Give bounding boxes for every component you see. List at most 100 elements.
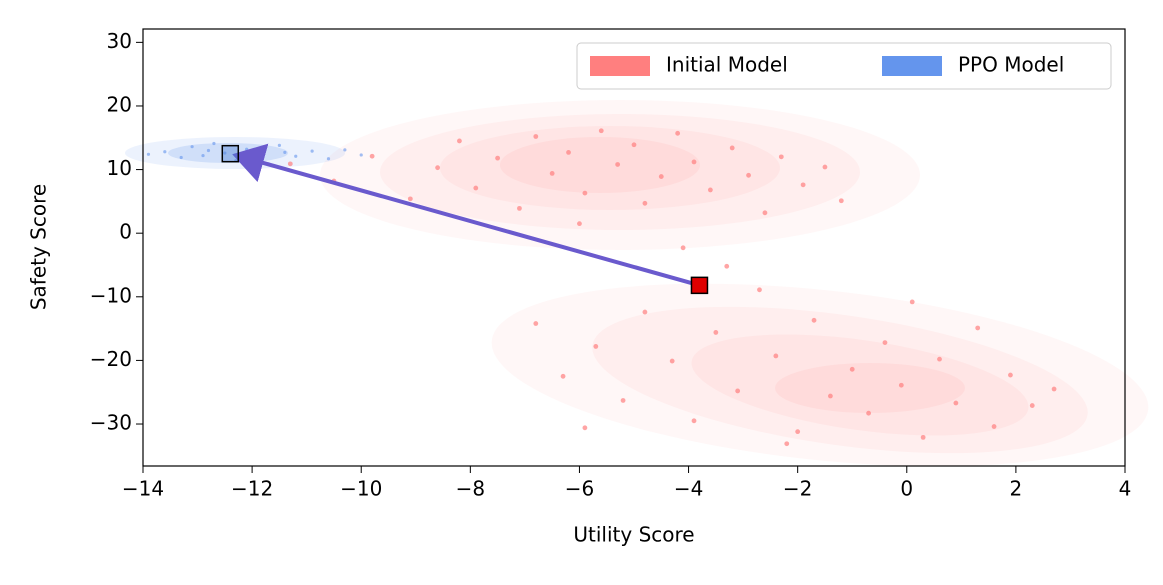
scatter-point: [691, 418, 697, 424]
x-tick-label: −8: [456, 477, 485, 501]
mean-marker: [690, 276, 709, 295]
scatter-point: [784, 441, 790, 447]
y-tick-label: −10: [90, 283, 132, 307]
mean-marker: [221, 144, 240, 163]
scatter-point: [1051, 386, 1057, 392]
density-decor: [125, 100, 1149, 467]
scatter-point: [473, 185, 479, 191]
scatter-point: [533, 134, 539, 139]
y-tick-label: 30: [107, 29, 132, 53]
scatter-point: [245, 147, 249, 151]
y-axis-label: Safety Score: [27, 184, 51, 310]
scatter-point: [1008, 372, 1013, 378]
scatter-point: [849, 366, 855, 372]
scatter-point: [369, 153, 375, 159]
scatter-point: [310, 149, 314, 153]
scatter-point: [560, 373, 566, 379]
scatter-point: [283, 150, 287, 155]
scatter-point: [746, 172, 751, 178]
x-tick-label: −4: [674, 477, 703, 501]
scatter-point: [223, 151, 227, 155]
scatter-point: [658, 174, 664, 179]
scatter-point: [729, 145, 735, 151]
scatter-point: [909, 299, 915, 305]
x-axis-label: Utility Score: [573, 523, 694, 547]
scatter-point: [206, 148, 211, 153]
x-tick-label: −14: [122, 477, 164, 501]
scatter-point: [326, 157, 331, 161]
scatter-point: [294, 154, 298, 158]
scatter-point: [707, 187, 713, 193]
plot-area: [146, 128, 1057, 447]
scatter-point: [735, 388, 741, 394]
scatter-point: [991, 424, 997, 429]
scatter-point: [593, 344, 599, 349]
scatter-point: [577, 221, 582, 227]
scatter-point: [239, 155, 243, 159]
scatter-point: [669, 358, 675, 364]
x-tick-label: −10: [340, 477, 382, 501]
x-tick-label: −6: [565, 477, 594, 501]
scatter-point: [615, 162, 621, 167]
y-tick-label: −20: [90, 347, 132, 371]
scatter-point: [620, 398, 626, 403]
scatter-point: [582, 425, 588, 431]
y-tick-label: 0: [119, 220, 132, 244]
legend: Initial Model PPO Model: [576, 42, 1112, 90]
scatter-point: [598, 128, 604, 134]
scatter-point: [675, 130, 681, 136]
x-tick-label: −2: [783, 477, 812, 501]
scatter-point: [680, 245, 686, 251]
scatter-point: [953, 400, 959, 406]
scatter-point: [975, 325, 981, 331]
y-tick-label: 10: [107, 156, 132, 180]
scatter-point: [343, 148, 347, 152]
scatter-point: [724, 263, 730, 269]
scatter-point: [457, 138, 462, 144]
plot-frame: [142, 28, 1126, 467]
scatter-point: [163, 150, 167, 154]
scatter-point: [920, 434, 926, 440]
scatter-point: [435, 165, 440, 171]
scatter-point: [359, 153, 363, 157]
scatter-point: [179, 155, 183, 160]
legend-label: Initial Model: [666, 53, 788, 77]
arrow: [232, 143, 701, 288]
scatter-point: [757, 287, 762, 293]
legend-swatch: [590, 56, 650, 76]
scatter-point: [1029, 403, 1035, 408]
scatter-point: [566, 150, 571, 155]
scatter-point: [762, 210, 768, 216]
scatter-point: [898, 382, 904, 388]
scatter-point: [287, 161, 293, 167]
scatter-point: [642, 200, 648, 206]
scatter-point: [800, 182, 806, 188]
scatter-point: [533, 321, 539, 326]
scatter-point: [407, 196, 413, 202]
scatter-point: [937, 356, 942, 362]
scatter-point: [838, 198, 844, 204]
scatter-point: [778, 154, 784, 160]
scatter-point: [773, 353, 779, 359]
scatter-point: [277, 143, 281, 148]
x-tick-label: 2: [1010, 477, 1023, 501]
scatter-point: [212, 141, 216, 146]
legend-swatch: [882, 56, 942, 76]
scatter-point: [642, 309, 648, 315]
scatter-point: [201, 153, 205, 158]
y-tick-label: 20: [107, 92, 132, 116]
legend-box: [576, 42, 1112, 90]
x-tick-label: 4: [1119, 477, 1132, 501]
scatter-point: [811, 317, 817, 323]
scatter-point: [822, 164, 828, 170]
scatter-point: [795, 429, 801, 435]
scatter-point: [255, 152, 260, 156]
scatter-point: [631, 142, 637, 148]
scatter-point: [146, 152, 151, 156]
legend-label: PPO Model: [958, 53, 1064, 77]
scatter-point: [713, 330, 719, 335]
scatter-point: [691, 159, 697, 165]
scatter-point: [582, 190, 588, 196]
scatter-point: [517, 205, 522, 211]
